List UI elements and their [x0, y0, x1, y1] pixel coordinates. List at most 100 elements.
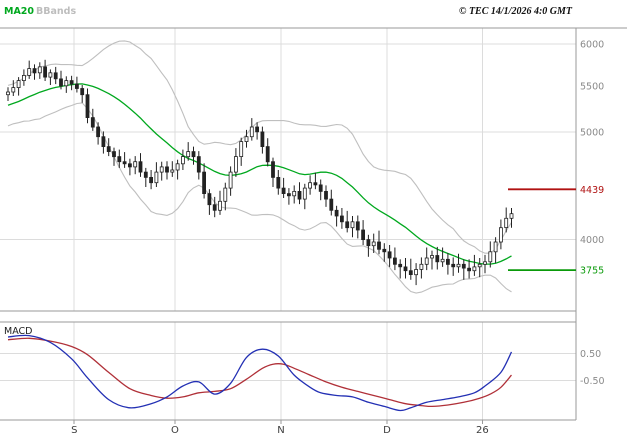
candle-body	[202, 171, 207, 195]
candle-body	[371, 241, 376, 247]
month-axis-label: S	[71, 425, 77, 436]
candle-body	[387, 251, 392, 259]
candle-body	[53, 72, 58, 80]
price-axis-label: 6000	[580, 39, 604, 50]
candle-body	[329, 198, 334, 211]
bollinger-lower-band	[7, 102, 512, 294]
ma20-legend-label: MA20	[4, 6, 34, 17]
candle-body	[239, 141, 244, 158]
candle-body	[297, 190, 302, 200]
macd-line	[7, 334, 513, 412]
ma20-line	[7, 83, 512, 265]
candle-body	[37, 66, 42, 74]
candle-body	[398, 263, 403, 268]
candle-body	[445, 258, 450, 265]
candle-body	[175, 163, 180, 171]
candle-body	[255, 126, 260, 133]
candle-body	[451, 263, 456, 268]
macd-axis-label: 0.50	[580, 349, 601, 360]
candle-body	[122, 161, 127, 165]
axis-labels-layer: 6000 5500 5000 4000 4439 3755 0.50 -0.50 S O N D 26	[71, 39, 605, 436]
candle-body	[165, 166, 169, 173]
candle-body	[403, 266, 408, 272]
candle-body	[6, 91, 10, 96]
price-series-layer	[6, 40, 576, 294]
candle-body	[488, 251, 493, 263]
candle-body	[435, 255, 440, 263]
candle-body	[271, 161, 275, 178]
candle-body	[85, 94, 90, 118]
month-axis-label: 26	[476, 425, 489, 436]
candle-body	[424, 257, 429, 265]
candle-body	[64, 80, 69, 87]
candle-body	[467, 267, 472, 272]
candle-body	[260, 131, 265, 147]
price-axis-label: 5000	[580, 127, 604, 138]
candle-body	[16, 80, 21, 88]
bollinger-upper-band	[7, 40, 512, 254]
candle-body	[392, 257, 397, 265]
candle-body	[493, 241, 498, 253]
candle-body	[159, 166, 164, 173]
candle-body	[361, 229, 366, 241]
candle-body	[207, 193, 212, 206]
candle-body	[249, 126, 254, 138]
candle-body	[509, 213, 514, 219]
candle-body	[366, 239, 371, 247]
candle-body	[302, 187, 307, 200]
candle-body	[292, 190, 297, 197]
resistance-level-label: 4439	[580, 185, 604, 196]
candle-body	[382, 248, 387, 253]
candle-body	[21, 75, 26, 82]
candle-body	[143, 171, 148, 178]
candle-body	[318, 184, 323, 192]
candle-body	[286, 193, 291, 197]
price-axis-label: 4000	[580, 235, 604, 246]
candle-body	[170, 169, 175, 173]
candle-body	[419, 263, 424, 270]
candle-body	[138, 161, 143, 173]
candle-body	[191, 151, 196, 158]
candle-body	[48, 72, 53, 78]
candle-body	[75, 83, 79, 89]
candle-body	[461, 263, 466, 269]
candle-body	[127, 163, 132, 168]
candle-body	[483, 261, 487, 265]
candle-body	[430, 255, 434, 259]
candle-body	[117, 156, 122, 163]
candle-body	[80, 88, 85, 96]
candle-body	[440, 258, 445, 263]
candle-body	[112, 151, 116, 158]
candle-body	[281, 187, 286, 195]
candle-body	[308, 182, 313, 189]
month-axis-label: N	[277, 425, 284, 436]
candle-body	[59, 78, 63, 87]
candle-body	[414, 269, 419, 276]
candle-body	[233, 156, 238, 173]
candle-body	[154, 171, 159, 184]
candle-body	[212, 204, 217, 211]
candle-body	[27, 68, 32, 76]
candle-body	[218, 200, 222, 211]
candle-body	[106, 146, 111, 153]
candle-body	[377, 241, 381, 250]
month-axis-label: O	[171, 425, 179, 436]
candle-body	[11, 87, 16, 93]
candle-body	[504, 217, 509, 229]
macd-panel-label: MACD	[4, 326, 32, 337]
candle-body	[196, 156, 201, 173]
candle-body	[223, 187, 228, 202]
support-level-label: 3755	[580, 266, 604, 277]
candle-body	[149, 176, 154, 184]
candle-body	[244, 136, 249, 142]
candle-body	[276, 176, 281, 189]
candle-body	[228, 171, 233, 189]
candle-body	[334, 209, 339, 217]
candle-body	[324, 190, 328, 200]
macd-series-layer	[7, 334, 513, 412]
candle-body	[498, 227, 503, 243]
macd-signal-line	[7, 337, 512, 408]
candle-body	[43, 66, 47, 78]
candle-body	[472, 266, 477, 272]
